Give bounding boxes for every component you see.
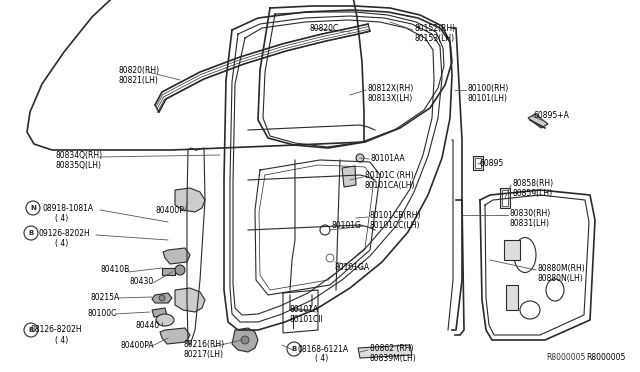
Text: ( 4): ( 4) bbox=[55, 214, 68, 222]
Polygon shape bbox=[163, 248, 190, 264]
Text: 08168-6121A: 08168-6121A bbox=[298, 344, 349, 353]
Polygon shape bbox=[175, 188, 205, 212]
Text: 80820C: 80820C bbox=[310, 23, 339, 32]
Text: 80813X(LH): 80813X(LH) bbox=[368, 93, 413, 103]
Text: 80152(RH): 80152(RH) bbox=[415, 23, 456, 32]
Text: 80839M(LH): 80839M(LH) bbox=[370, 355, 417, 363]
Text: 80830(RH): 80830(RH) bbox=[510, 208, 551, 218]
Text: 80101GA: 80101GA bbox=[335, 263, 370, 273]
Circle shape bbox=[356, 154, 364, 162]
Text: 09126-8202H: 09126-8202H bbox=[38, 228, 90, 237]
Polygon shape bbox=[160, 328, 190, 344]
Polygon shape bbox=[504, 240, 520, 260]
Text: N: N bbox=[30, 205, 36, 211]
Text: 08126-8202H: 08126-8202H bbox=[30, 326, 82, 334]
Text: 80100(RH): 80100(RH) bbox=[468, 83, 509, 93]
Text: 80859(LH): 80859(LH) bbox=[513, 189, 553, 198]
Text: 80821(LH): 80821(LH) bbox=[118, 76, 158, 84]
Ellipse shape bbox=[156, 314, 174, 326]
Text: 80100C: 80100C bbox=[87, 308, 116, 317]
Text: 60895+A: 60895+A bbox=[534, 110, 570, 119]
Text: 80216(RH): 80216(RH) bbox=[183, 340, 224, 350]
Polygon shape bbox=[232, 328, 258, 352]
Text: ( 4): ( 4) bbox=[55, 238, 68, 247]
Polygon shape bbox=[342, 166, 356, 187]
Polygon shape bbox=[152, 293, 172, 303]
Text: 80834Q(RH): 80834Q(RH) bbox=[55, 151, 102, 160]
Circle shape bbox=[175, 265, 185, 275]
Text: 80831(LH): 80831(LH) bbox=[510, 218, 550, 228]
Text: 08918-1081A: 08918-1081A bbox=[42, 203, 93, 212]
Text: 80400P: 80400P bbox=[155, 205, 184, 215]
Text: 80862 (RH): 80862 (RH) bbox=[370, 344, 413, 353]
Text: 80101C (RH): 80101C (RH) bbox=[365, 170, 413, 180]
Text: 80215A: 80215A bbox=[90, 292, 119, 301]
Text: 80835Q(LH): 80835Q(LH) bbox=[55, 160, 101, 170]
Text: 80858(RH): 80858(RH) bbox=[513, 179, 554, 187]
Text: 80440: 80440 bbox=[136, 321, 160, 330]
Text: 80101CII: 80101CII bbox=[290, 315, 324, 324]
Text: ( 4): ( 4) bbox=[315, 355, 328, 363]
Text: 80812X(RH): 80812X(RH) bbox=[368, 83, 414, 93]
Text: B: B bbox=[291, 346, 296, 352]
Text: R8000005: R8000005 bbox=[547, 353, 586, 362]
Circle shape bbox=[159, 295, 165, 301]
Text: R8000005: R8000005 bbox=[586, 353, 625, 362]
Text: 80101G: 80101G bbox=[332, 221, 362, 230]
Text: B: B bbox=[28, 230, 34, 236]
Polygon shape bbox=[473, 156, 483, 170]
Polygon shape bbox=[500, 188, 510, 208]
Polygon shape bbox=[506, 285, 518, 310]
Circle shape bbox=[241, 336, 249, 344]
Text: ( 4): ( 4) bbox=[55, 336, 68, 344]
Polygon shape bbox=[162, 268, 175, 275]
Text: 80820(RH): 80820(RH) bbox=[118, 65, 159, 74]
Text: 80153(LH): 80153(LH) bbox=[415, 33, 455, 42]
Text: B: B bbox=[28, 327, 34, 333]
Text: 80101(LH): 80101(LH) bbox=[468, 93, 508, 103]
Text: 80101A: 80101A bbox=[290, 305, 319, 314]
Polygon shape bbox=[475, 158, 481, 168]
Text: 80101CC(LH): 80101CC(LH) bbox=[370, 221, 420, 230]
Text: 80217(LH): 80217(LH) bbox=[183, 350, 223, 359]
Polygon shape bbox=[502, 190, 508, 206]
Text: 80430: 80430 bbox=[130, 278, 154, 286]
Text: 80880N(LH): 80880N(LH) bbox=[538, 273, 584, 282]
Polygon shape bbox=[152, 308, 167, 317]
Text: 60895: 60895 bbox=[480, 158, 504, 167]
Text: 80101AA: 80101AA bbox=[371, 154, 406, 163]
Polygon shape bbox=[528, 114, 548, 128]
Text: 80400PA: 80400PA bbox=[120, 340, 154, 350]
Polygon shape bbox=[358, 345, 412, 358]
Text: 80101CB(RH): 80101CB(RH) bbox=[370, 211, 422, 219]
Text: 80101CA(LH): 80101CA(LH) bbox=[365, 180, 415, 189]
Polygon shape bbox=[175, 288, 205, 312]
Text: 80410B: 80410B bbox=[100, 266, 129, 275]
Text: 80880M(RH): 80880M(RH) bbox=[538, 263, 586, 273]
